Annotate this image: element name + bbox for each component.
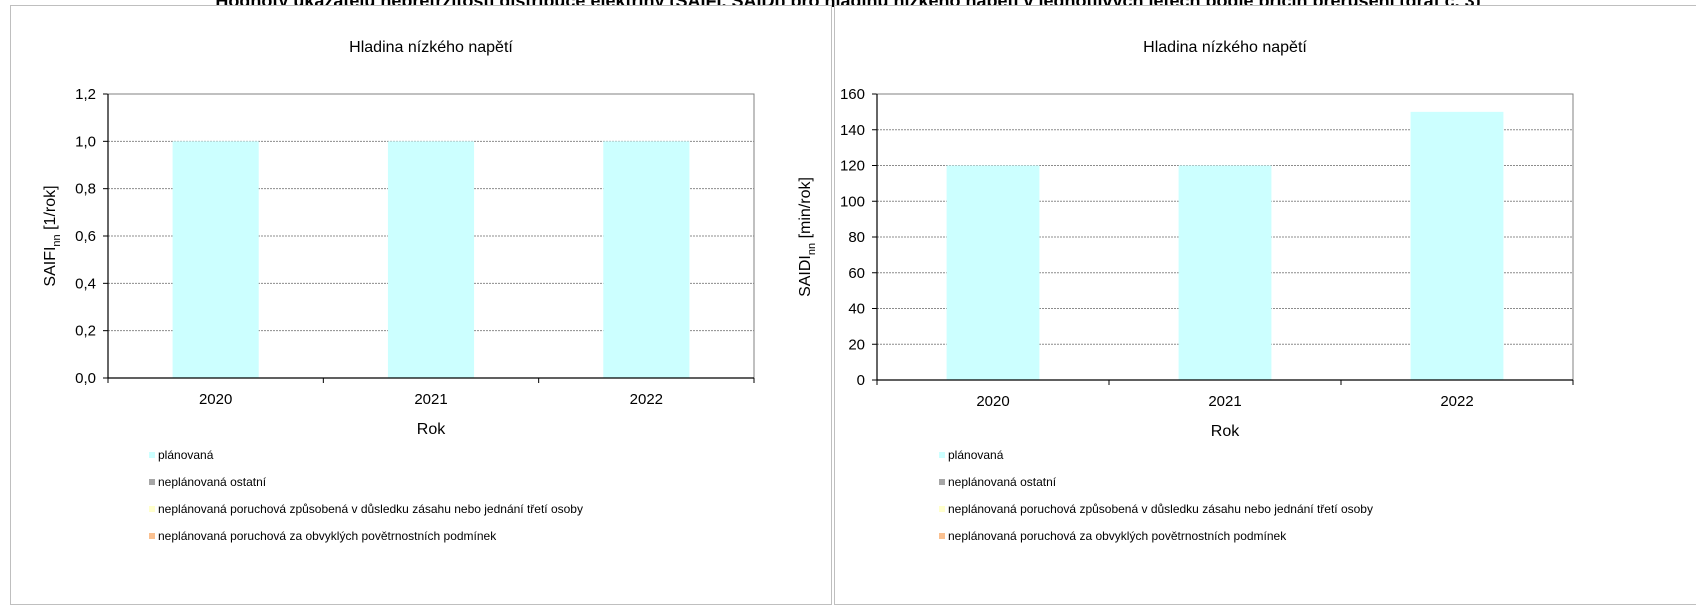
- svg-text:SAIFInn [1/rok]: SAIFInn [1/rok]: [42, 185, 63, 286]
- legend-label: neplánovaná poruchová způsobená v důsled…: [948, 502, 1373, 516]
- y-tick-label: 1,0: [75, 133, 96, 150]
- legend-label: neplánovaná poruchová za obvyklých povět…: [948, 529, 1287, 543]
- x-tick-label: 2020: [199, 391, 232, 408]
- legend-label: plánovaná: [948, 448, 1004, 462]
- x-axis-title: Rok: [417, 421, 446, 438]
- svg-text:SAIDInn [min/rok]: SAIDInn [min/rok]: [797, 177, 818, 297]
- legend-item: plánovaná: [939, 448, 1003, 462]
- legend-swatch: [149, 452, 155, 458]
- legend-swatch: [939, 479, 945, 485]
- y-tick-label: 1,2: [75, 86, 96, 103]
- bar-saidi-2021: [1178, 165, 1272, 380]
- bar-saifi-2021: [387, 141, 475, 378]
- saifi-chart-panel: Hladina nízkého napětí 0,0 0,2 0,4 0,6 0,8 1,0…: [10, 5, 832, 605]
- legend-item: neplánovaná poruchová způsobená v důsled…: [149, 502, 583, 516]
- y-tick-label: 80: [848, 229, 865, 246]
- y-tick-label: 0,6: [75, 228, 96, 245]
- legend-label: neplánovaná poruchová způsobená v důsled…: [158, 502, 583, 516]
- legend-item: neplánovaná poruchová za obvyklých povět…: [149, 529, 496, 543]
- y-tick-label: 0,8: [75, 181, 96, 198]
- y-axis-title: SAIDInn [min/rok]: [797, 177, 818, 297]
- y-tick-label: 140: [840, 122, 865, 139]
- saidi-chart: Hladina nízkého napětí 0 20 40 60 80 100 120 140…: [797, 39, 1574, 440]
- legend-label: neplánovaná ostatní: [948, 475, 1057, 489]
- y-tick-label: 0,0: [75, 370, 96, 387]
- y-tick-label: 0: [857, 372, 865, 389]
- x-tick-label: 2022: [1440, 393, 1473, 410]
- saifi-chart: Hladina nízkého napětí 0,0 0,2 0,4 0,6 0,8 1,0…: [42, 39, 755, 438]
- y-tick-label: 20: [848, 336, 865, 353]
- y-tick-label: 100: [840, 193, 865, 210]
- x-tick-label: 2022: [630, 391, 663, 408]
- bar-saidi-2022: [1410, 111, 1504, 380]
- bar-saifi-2022: [603, 141, 690, 378]
- legend-swatch: [939, 533, 945, 539]
- x-axis-title: Rok: [1211, 423, 1240, 440]
- y-tick-label: 60: [848, 265, 865, 282]
- saidi-chart-title: Hladina nízkého napětí: [1143, 39, 1307, 56]
- legend-item: plánovaná: [149, 448, 213, 462]
- bar-saidi-2020: [946, 165, 1040, 380]
- legend-swatch: [149, 479, 155, 485]
- legend-item: neplánovaná poruchová za obvyklých povět…: [939, 529, 1286, 543]
- legend-swatch: [939, 506, 945, 512]
- bar-saifi-2020: [172, 141, 259, 378]
- x-tick-label: 2020: [976, 393, 1009, 410]
- y-tick-label: 160: [840, 86, 865, 103]
- legend-label: plánovaná: [158, 448, 214, 462]
- saidi-chart-panel: Hladina nízkého napětí 0 20 40 60 80 100 120 140…: [797, 5, 1696, 605]
- legend-label: neplánovaná ostatní: [158, 475, 267, 489]
- y-tick-label: 120: [840, 158, 865, 175]
- y-tick-label: 0,2: [75, 323, 96, 340]
- y-tick-label: 40: [848, 301, 865, 318]
- legend-item: neplánovaná ostatní: [939, 475, 1056, 489]
- x-tick-label: 2021: [1208, 393, 1241, 410]
- legend-label: neplánovaná poruchová za obvyklých povět…: [158, 529, 497, 543]
- legend-swatch: [939, 452, 945, 458]
- legend-item: neplánovaná ostatní: [149, 475, 266, 489]
- legend-swatch: [149, 533, 155, 539]
- legend-item: neplánovaná poruchová způsobená v důsled…: [939, 502, 1373, 516]
- y-axis-title: SAIFInn [1/rok]: [42, 185, 63, 286]
- y-tick-label: 0,4: [75, 275, 96, 292]
- saifi-chart-title: Hladina nízkého napětí: [349, 39, 513, 56]
- legend-swatch: [149, 506, 155, 512]
- x-tick-label: 2021: [414, 391, 447, 408]
